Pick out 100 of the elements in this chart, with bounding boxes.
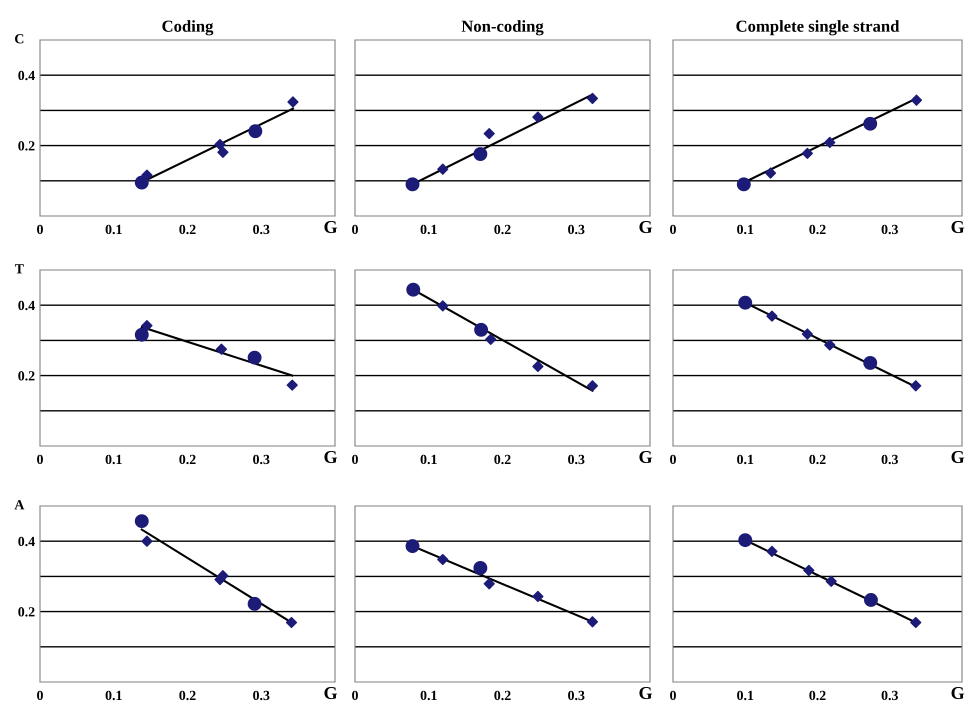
point: [484, 128, 495, 140]
chart-title: Complete single strand: [736, 20, 900, 36]
point: [802, 328, 813, 340]
x-tick-label: 0: [37, 454, 43, 464]
point: [764, 167, 776, 179]
y-axis-title: C: [15, 34, 24, 44]
point: [738, 296, 752, 310]
y-tick-label: 0.4: [18, 536, 35, 546]
y-tick-label: 0.4: [18, 70, 35, 80]
x-tick-label: 0: [37, 690, 43, 700]
point: [532, 111, 544, 123]
point: [803, 564, 814, 576]
point: [766, 310, 778, 322]
x-axis-title: G: [639, 450, 652, 464]
y-tick-label: 0.2: [18, 607, 35, 617]
x-tick-label: 0: [352, 454, 358, 464]
point: [473, 147, 488, 161]
point: [824, 339, 836, 351]
point: [134, 514, 149, 528]
chart-title: Coding: [162, 20, 214, 36]
point: [286, 380, 298, 391]
x-tick-label: 0.2: [494, 454, 511, 464]
point: [910, 94, 922, 106]
point: [586, 616, 598, 628]
point: [286, 616, 298, 628]
x-tick-label: 0.2: [809, 454, 826, 464]
x-tick-label: 0: [352, 690, 358, 700]
x-axis-title: G: [952, 220, 964, 234]
point: [406, 282, 420, 297]
x-tick-label: 0.2: [809, 690, 826, 700]
x-axis-title: G: [952, 686, 964, 700]
x-tick-label: 0.1: [106, 454, 122, 464]
point: [134, 176, 149, 190]
point: [437, 554, 448, 566]
x-axis-title: G: [324, 220, 338, 234]
x-tick-label: 0.3: [253, 224, 270, 234]
x-tick-label: 0.2: [179, 454, 196, 464]
x-tick-label: 0.2: [809, 224, 826, 234]
x-axis-title: G: [639, 686, 652, 700]
x-axis-title: G: [324, 450, 338, 464]
x-tick-label: 0: [670, 454, 676, 464]
point: [864, 593, 878, 607]
point: [532, 590, 544, 602]
x-tick-label: 0.1: [420, 454, 437, 464]
x-tick-label: 0.3: [882, 224, 898, 234]
point: [437, 164, 448, 175]
chart-title: Non-coding: [462, 20, 544, 36]
y-axis-title: A: [14, 500, 24, 510]
point: [910, 616, 922, 628]
point: [214, 138, 226, 150]
point: [248, 350, 262, 365]
point: [863, 116, 878, 131]
point: [248, 596, 262, 611]
x-tick-label: 0.1: [106, 224, 122, 234]
point: [141, 536, 153, 547]
x-axis-title: G: [952, 450, 964, 464]
x-tick-label: 0.3: [568, 224, 584, 234]
x-tick-label: 0.2: [494, 224, 511, 234]
y-tick-label: 0.2: [18, 141, 35, 151]
x-tick-label: 0: [670, 224, 676, 234]
x-tick-label: 0.1: [737, 690, 754, 700]
x-tick-label: 0.1: [420, 224, 437, 234]
x-tick-label: 0.1: [737, 224, 754, 234]
point: [248, 124, 262, 138]
x-tick-label: 0.2: [494, 690, 511, 700]
x-tick-label: 0.3: [253, 454, 270, 464]
point: [736, 177, 751, 192]
point: [406, 539, 420, 554]
y-tick-label: 0.2: [18, 371, 35, 381]
x-tick-label: 0.3: [882, 454, 898, 464]
point: [586, 380, 598, 392]
point: [738, 533, 752, 548]
point: [287, 96, 299, 108]
point: [824, 136, 836, 148]
point: [217, 146, 229, 158]
x-tick-label: 0.3: [253, 690, 270, 700]
x-tick-label: 0.2: [179, 224, 196, 234]
x-axis-title: G: [639, 220, 652, 234]
point: [473, 561, 488, 575]
point: [134, 328, 149, 342]
point: [910, 380, 922, 392]
point: [586, 92, 598, 104]
point: [863, 356, 878, 370]
point: [802, 148, 813, 159]
point: [766, 546, 778, 558]
y-tick-label: 0.4: [18, 300, 35, 310]
x-tick-label: 0: [37, 224, 43, 234]
point: [484, 578, 495, 590]
point: [141, 170, 153, 181]
x-tick-label: 0.1: [420, 690, 437, 700]
y-axis-title: T: [14, 264, 24, 274]
x-tick-label: 0: [352, 224, 358, 234]
point: [532, 360, 544, 372]
point: [826, 576, 837, 587]
point: [485, 334, 496, 345]
x-axis-title: G: [324, 686, 338, 700]
x-tick-label: 0.3: [882, 690, 898, 700]
point: [437, 300, 448, 312]
x-tick-label: 0.1: [106, 690, 122, 700]
x-tick-label: 0.3: [568, 690, 584, 700]
